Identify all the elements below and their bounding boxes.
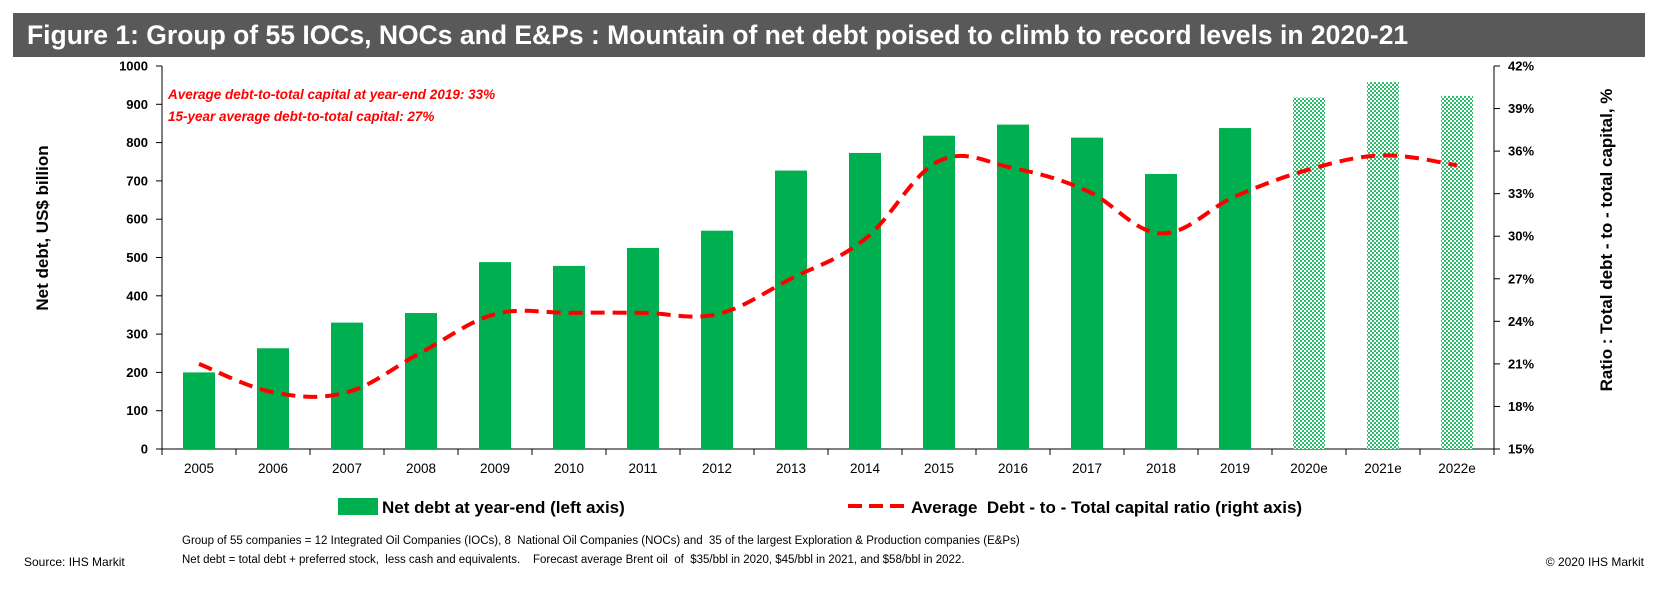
- legend-bar-label: Net debt at year-end (left axis): [382, 498, 625, 517]
- y-tick-label-right: 36%: [1508, 144, 1534, 159]
- ratio-line-group: [198, 153, 1458, 399]
- note-line-1: Group of 55 companies = 12 Integrated Oi…: [182, 535, 1020, 547]
- legend-line-label: Average Debt - to - Total capital ratio …: [911, 498, 1302, 517]
- forecast-bar: [1293, 97, 1325, 449]
- y-tick-label-right: 24%: [1508, 314, 1534, 329]
- tick-labels: 0 100 200 300 400 500 600 700 800 900 1000 15% 18% 21…: [119, 59, 1534, 477]
- bars: [183, 82, 1473, 450]
- bar: [1071, 137, 1103, 449]
- x-tick-label: 2014: [850, 461, 881, 476]
- bar: [775, 170, 807, 449]
- y-tick-label-right: 33%: [1508, 186, 1534, 201]
- copyright-label: © 2020 IHS Markit: [1546, 555, 1645, 569]
- note-line-2: Net debt = total debt + preferred stock,…: [182, 554, 965, 566]
- forecast-bar: [1367, 82, 1399, 449]
- y-tick-label-left: 800: [126, 135, 148, 150]
- y-tick-label-left: 900: [126, 97, 148, 112]
- title-bar: Figure 1: Group of 55 IOCs, NOCs and E&P…: [13, 13, 1645, 57]
- y-tick-label-left: 300: [126, 327, 148, 342]
- y-tick-label-right: 21%: [1508, 356, 1534, 371]
- y-tick-label-left: 0: [141, 442, 148, 457]
- y-tick-label-right: 15%: [1508, 442, 1534, 457]
- bar: [405, 313, 437, 449]
- x-tick-label: 2008: [406, 461, 436, 476]
- bar: [627, 247, 659, 449]
- y-tick-label-left: 1000: [119, 59, 148, 74]
- bar: [1145, 174, 1177, 450]
- x-tick-label: 2009: [480, 461, 510, 476]
- source-label: Source: IHS Markit: [24, 555, 125, 569]
- y-tick-label-right: 27%: [1508, 271, 1534, 286]
- y-tick-label-left: 400: [126, 288, 148, 303]
- x-tick-label: 2022e: [1438, 461, 1476, 476]
- bar: [923, 135, 955, 449]
- y-tick-label-right: 30%: [1508, 229, 1534, 244]
- y-tick-label-left: 100: [126, 403, 148, 418]
- bar: [701, 230, 733, 449]
- bar: [479, 262, 511, 449]
- x-tick-label: 2021e: [1364, 461, 1402, 476]
- x-tick-label: 2013: [776, 461, 806, 476]
- bar: [331, 322, 363, 449]
- x-tick-label: 2015: [924, 461, 954, 476]
- axes: [156, 65, 1500, 455]
- x-tick-label: 2020e: [1290, 461, 1328, 476]
- y-tick-label-right: 18%: [1508, 399, 1534, 414]
- annotation-debt-2019: Average debt-to-total capital at year-en…: [167, 87, 495, 102]
- x-tick-label: 2019: [1220, 461, 1250, 476]
- bar: [997, 124, 1029, 449]
- y-tick-label-right: 39%: [1508, 101, 1534, 116]
- ratio-line: [198, 153, 1458, 399]
- forecast-bar: [1441, 95, 1473, 450]
- y-tick-label-left: 600: [126, 212, 148, 227]
- x-tick-label: 2018: [1146, 461, 1176, 476]
- x-tick-label: 2016: [998, 461, 1028, 476]
- y-tick-label-left: 700: [126, 173, 148, 188]
- x-tick-label: 2005: [184, 461, 214, 476]
- y-axis-label-right: Ratio : Total debt - to - total capital,…: [1597, 89, 1616, 392]
- y-tick-label-left: 500: [126, 250, 148, 265]
- y-tick-label-left: 200: [126, 365, 148, 380]
- bar: [1219, 128, 1251, 449]
- legend-bar-swatch: [338, 498, 378, 515]
- y-axis-label-left: Net debt, US$ billion: [33, 145, 52, 310]
- bar: [553, 265, 585, 449]
- bar: [183, 372, 215, 449]
- x-tick-label: 2010: [554, 461, 584, 476]
- x-tick-label: 2012: [702, 461, 732, 476]
- annotation-15yr-average: 15-year average debt-to-total capital: 2…: [168, 109, 434, 124]
- bar: [257, 348, 289, 449]
- x-tick-label: 2011: [628, 461, 657, 476]
- x-tick-label: 2017: [1072, 461, 1102, 476]
- x-tick-label: 2006: [258, 461, 288, 476]
- bar: [849, 152, 881, 450]
- x-tick-label: 2007: [332, 461, 362, 476]
- y-tick-label-right: 42%: [1508, 59, 1534, 74]
- chart-title: Figure 1: Group of 55 IOCs, NOCs and E&P…: [27, 20, 1409, 50]
